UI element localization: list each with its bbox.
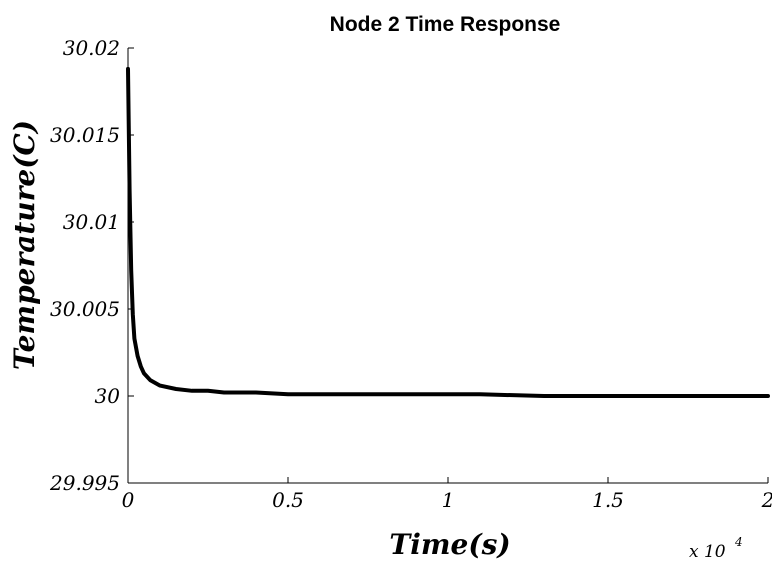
x-tick-label: 1.5 xyxy=(592,488,624,512)
y-tick-label: 30 xyxy=(95,384,121,408)
x-axis-multiplier: x 10 xyxy=(689,542,726,562)
series-line xyxy=(126,66,770,398)
y-tick-label: 29.995 xyxy=(49,471,120,495)
y-axis-label: Temperature(C) xyxy=(8,120,41,370)
y-tick-label: 30.01 xyxy=(63,210,120,234)
x-tick-label: 1 xyxy=(442,488,455,512)
y-tick-label: 30.005 xyxy=(50,297,120,321)
x-ticks: 0 0.5 1 1.5 2 xyxy=(122,477,772,512)
x-axis-label: Time(s) xyxy=(389,528,510,561)
x-axis-multiplier-exponent: 4 xyxy=(734,535,743,549)
y-ticks: 29.995 30 30.005 30.01 30.015 30.02 xyxy=(49,36,134,495)
axes xyxy=(127,48,768,484)
chart-title: Node 2 Time Response xyxy=(330,13,561,36)
x-tick-label: 0 xyxy=(122,488,135,512)
y-tick-label: 30.02 xyxy=(63,36,120,60)
plot-lines xyxy=(126,66,770,398)
x-tick-label: 2 xyxy=(761,488,772,512)
x-tick-label: 0.5 xyxy=(272,488,304,512)
y-tick-label: 30.015 xyxy=(50,123,120,147)
